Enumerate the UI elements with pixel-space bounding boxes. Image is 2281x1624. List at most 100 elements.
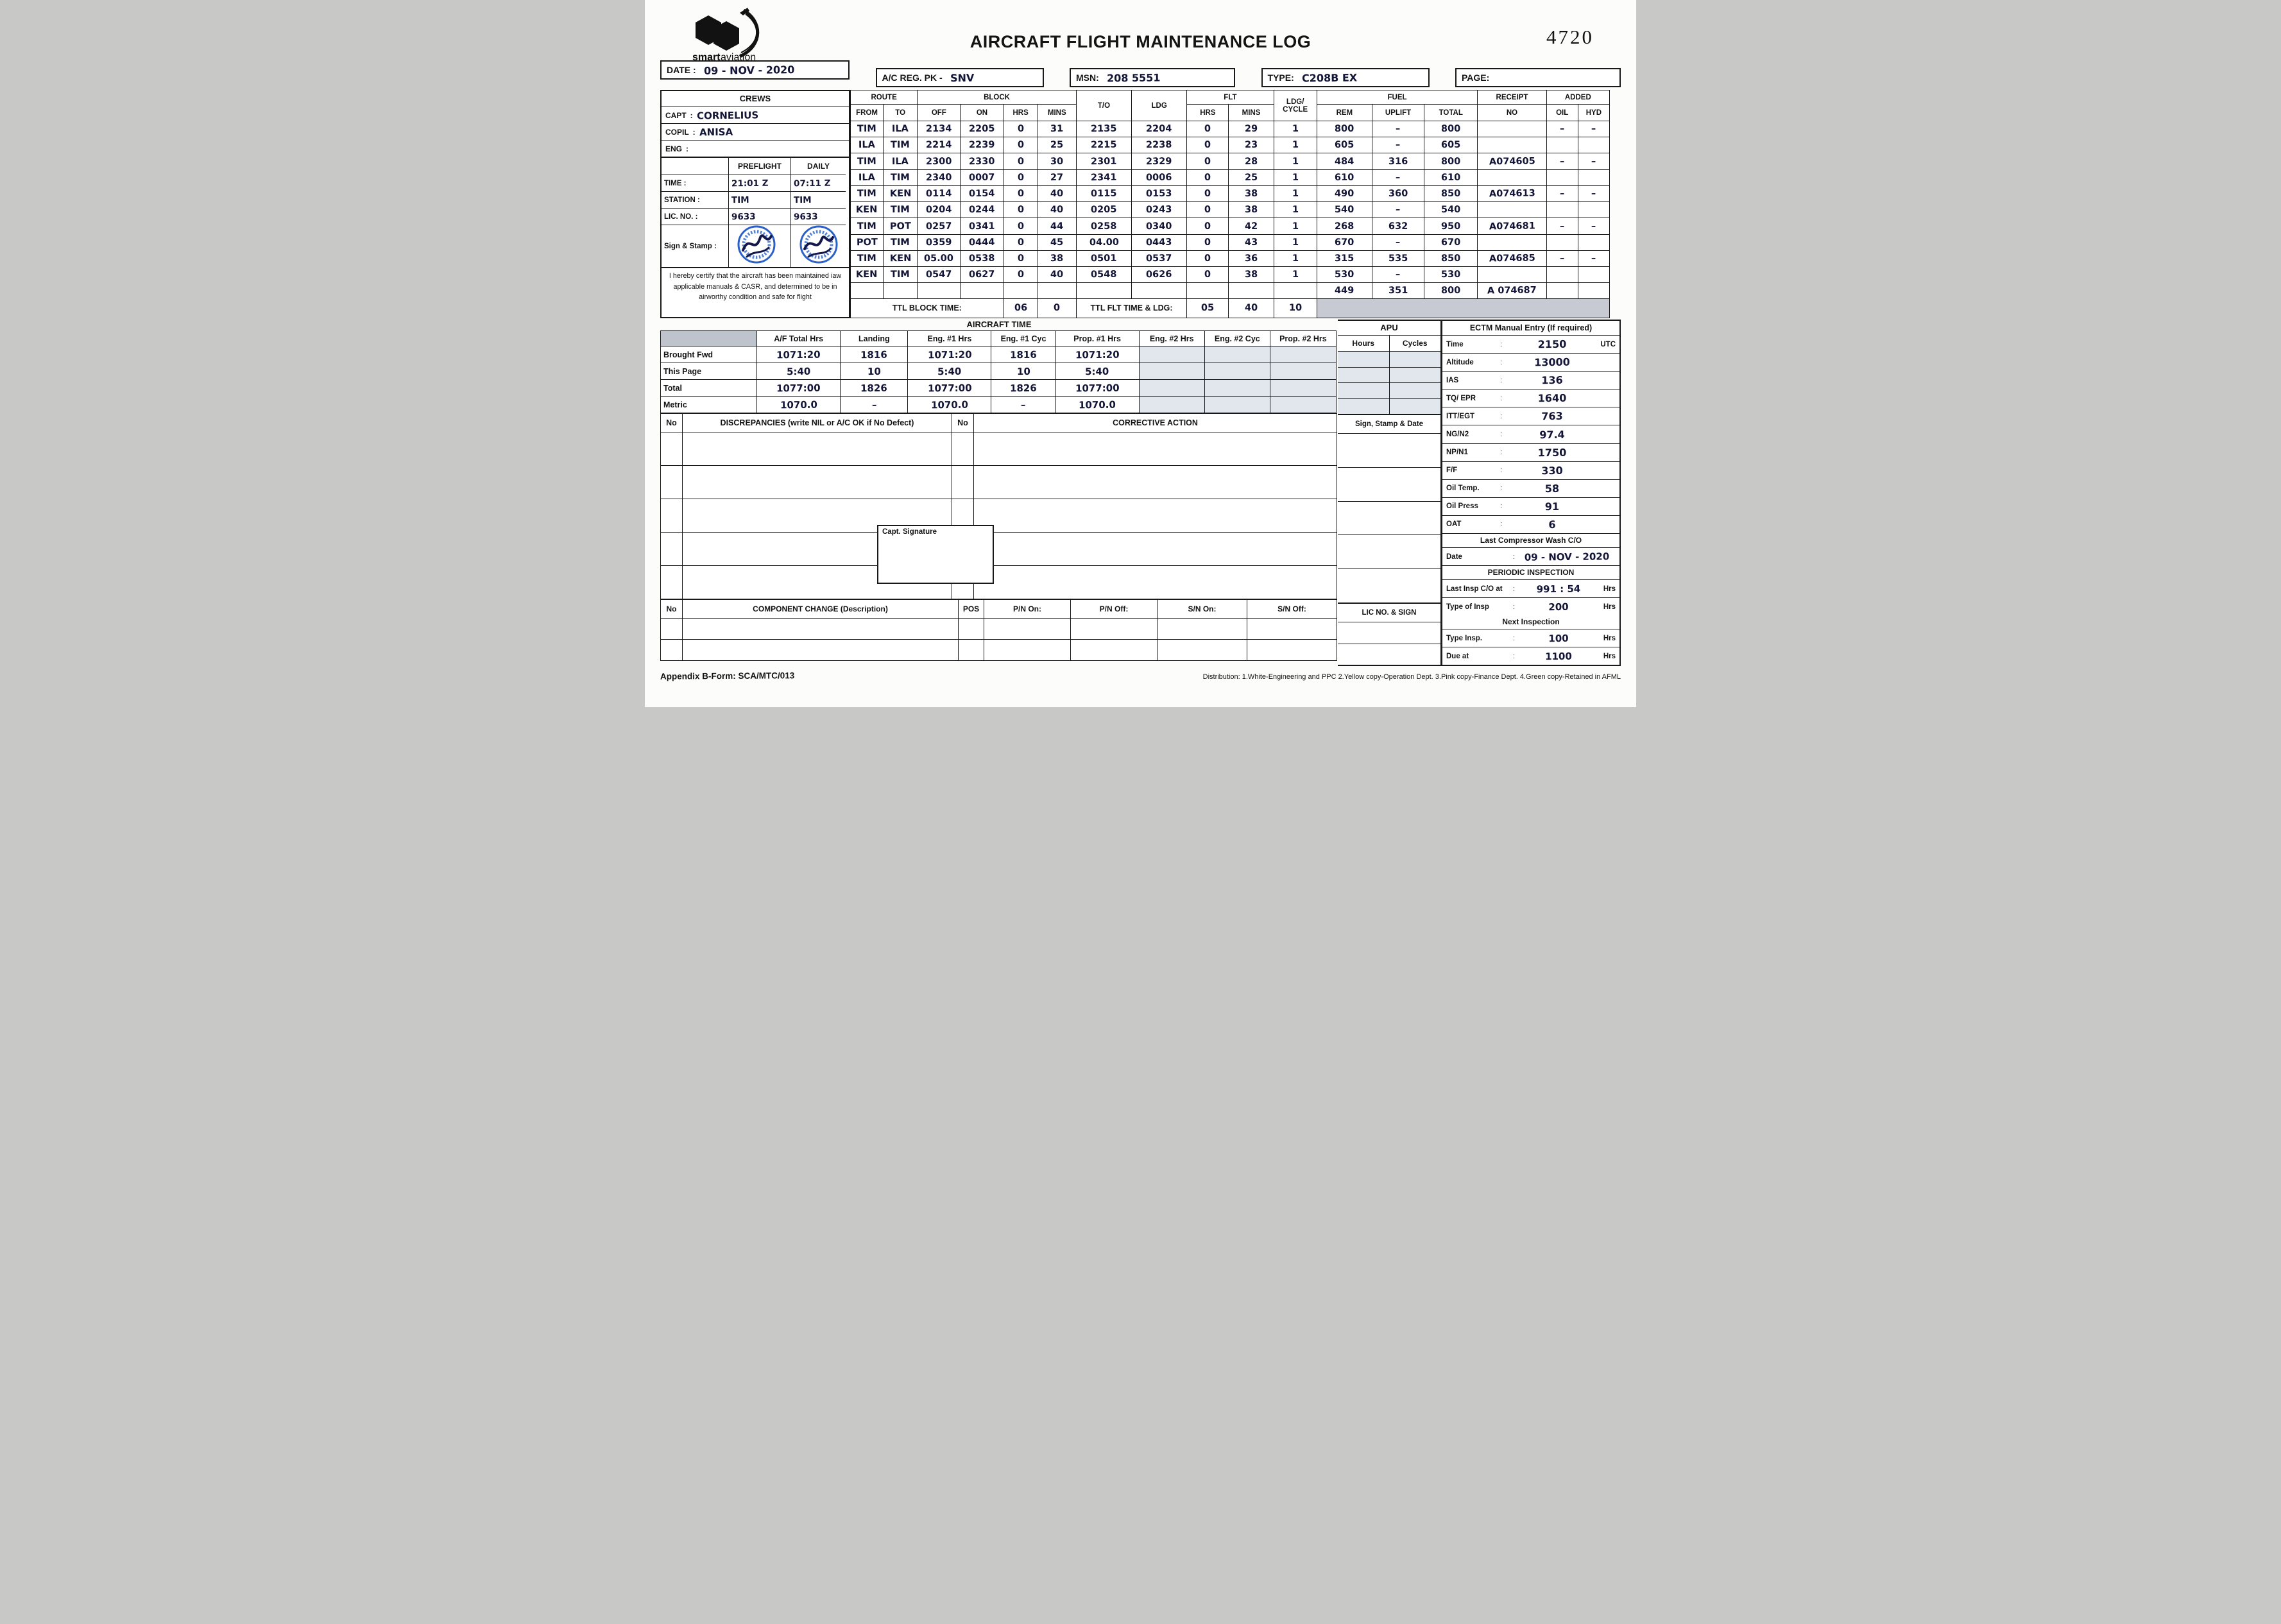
- apu-hours-cell: [1338, 352, 1389, 367]
- fuel-rem-header: REM: [1316, 104, 1372, 121]
- at-cell: [1138, 396, 1205, 413]
- inspection-row: Type of Insp: 200 Hrs: [1442, 598, 1619, 615]
- logo-mark-icon: smart aviation: [692, 8, 760, 63]
- flight-cell: [1546, 266, 1578, 284]
- page-title: AIRCRAFT FLIGHT MAINTENANCE LOG: [970, 32, 1311, 51]
- flight-cell: 800: [1316, 120, 1372, 138]
- block-mins-header: MINS: [1037, 104, 1077, 121]
- at-col-header: Prop. #1 Hrs: [1055, 330, 1140, 346]
- empty-cell: [958, 618, 984, 640]
- disc-no-header: No: [660, 413, 683, 432]
- empty-cell: [958, 639, 984, 661]
- flight-cell: 0114: [917, 185, 961, 203]
- flight-cell: 800: [1424, 120, 1478, 138]
- wash-date-value: 09 - NOV - 2020: [1524, 550, 1610, 563]
- at-cell: 1070.0: [907, 396, 992, 413]
- at-col-header: Prop. #2 Hrs: [1269, 330, 1337, 346]
- at-cell: [1204, 379, 1270, 397]
- ldg-cycle-header: LDG/ CYCLE: [1273, 90, 1317, 121]
- empty-cell: [660, 618, 683, 640]
- flight-cell: 0007: [960, 169, 1004, 186]
- discrepancies-section: No DISCREPANCIES (write NIL or A/C OK if…: [660, 413, 1338, 599]
- ectm-entry-row: F/F: 330: [1442, 462, 1619, 480]
- ectm-value: 330: [1541, 464, 1563, 477]
- flight-cell: 0204: [917, 201, 961, 219]
- component-change-table: No COMPONENT CHANGE (Description) POS P/…: [660, 599, 1337, 661]
- flight-cell: 0: [1186, 120, 1229, 138]
- flight-cell: 40: [1037, 201, 1077, 219]
- aircraft-time-table: A/F Total Hrs Landing Eng. #1 Hrs Eng. #1 C…: [660, 330, 1337, 413]
- flight-cell: 0341: [960, 218, 1004, 235]
- ttl-block-mins: 0: [1037, 298, 1077, 319]
- sn-on-header: S/N On:: [1157, 599, 1247, 619]
- comp-desc-header: COMPONENT CHANGE (Description): [682, 599, 959, 619]
- empty-cell: [883, 282, 918, 299]
- at-cell: 1826: [840, 379, 909, 397]
- colon: :: [1500, 466, 1503, 475]
- flight-cell: 31: [1037, 120, 1077, 138]
- flight-cell: 670: [1316, 234, 1372, 251]
- licno-label: LIC. NO. :: [662, 208, 728, 225]
- added-header: ADDED: [1546, 90, 1610, 105]
- added-hyd-header: HYD: [1577, 104, 1610, 121]
- type-field: TYPE: C208B EX: [1261, 68, 1430, 87]
- preflight-stamp-cell: [728, 225, 790, 267]
- totals-row: TTL BLOCK TIME: 06 0 TTL FLT TIME & LDG: 05 4…: [850, 298, 1610, 319]
- ectm-value: 91: [1544, 500, 1560, 513]
- flight-cell: ILA: [883, 153, 918, 170]
- flight-cell: [1546, 169, 1578, 186]
- empty-cell: [682, 432, 952, 466]
- at-row: Total 1077:00 1826 1077:00 1826 1077:00: [660, 379, 1337, 397]
- periodic-inspection-title: PERIODIC INSPECTION: [1442, 566, 1619, 580]
- flight-cell: 0153: [1131, 185, 1188, 203]
- inspection-label: Due at: [1446, 652, 1469, 660]
- at-cell: 1077:00: [907, 379, 992, 397]
- ectm-label: Time: [1446, 340, 1464, 348]
- flight-cell: 0: [1003, 137, 1038, 154]
- at-cell: –: [840, 396, 909, 413]
- at-col-header: Landing: [840, 330, 909, 346]
- at-row-label: Brought Fwd: [660, 346, 758, 363]
- flight-cell: 530: [1316, 266, 1372, 284]
- at-cell: 1816: [991, 346, 1056, 363]
- empty-cell: [1228, 282, 1274, 299]
- empty-cell: [1157, 618, 1247, 640]
- flight-cell: 0244: [960, 201, 1004, 219]
- empty-cell: [850, 282, 884, 299]
- flight-cell: [1546, 137, 1578, 154]
- flight-cell: 0548: [1075, 266, 1132, 284]
- wash-date-label: Date: [1446, 552, 1462, 561]
- flight-cell: 0: [1186, 250, 1229, 268]
- distribution-note: Distribution: 1.White-Engineering and PP…: [1202, 673, 1621, 681]
- next-inspection-title: Next Inspection: [1442, 615, 1619, 629]
- flight-cell: 30: [1037, 153, 1077, 170]
- flight-cell: TIM: [850, 250, 884, 268]
- ectm-label: NP/N1: [1446, 449, 1468, 457]
- discrepancy-row: [660, 532, 1337, 566]
- empty-cell: [952, 465, 974, 499]
- flight-cell: ILA: [850, 169, 884, 186]
- compressor-wash-title: Last Compressor Wash C/O: [1442, 534, 1619, 548]
- component-change-row: [660, 639, 1337, 661]
- ttl-flt-time-label: TTL FLT TIME & LDG:: [1075, 298, 1188, 319]
- at-row: This Page 5:40 10 5:40 10 5:40: [660, 363, 1337, 380]
- flight-cell: 05.00: [917, 250, 961, 268]
- discrepancy-row: [660, 465, 1337, 499]
- ectm-label: Oil Temp.: [1446, 484, 1480, 493]
- flight-cell: 0: [1003, 201, 1038, 219]
- receipt-no-header: NO: [1477, 104, 1547, 121]
- at-cell: 1070.0: [1055, 396, 1140, 413]
- plane-icon: [740, 8, 749, 15]
- inspection-value: 991 : 54: [1536, 583, 1581, 595]
- ectm-entry-row: NP/N1: 1750: [1442, 444, 1619, 462]
- flight-cell: 2340: [917, 169, 961, 186]
- at-cell: [1138, 379, 1205, 397]
- flight-cell: –: [1546, 120, 1578, 138]
- flight-cell: 44: [1037, 218, 1077, 235]
- colon: :: [1500, 358, 1503, 366]
- time-preflight: 21:01 Z: [728, 175, 790, 191]
- flight-cell: 0: [1003, 185, 1038, 203]
- flight-cell: TIM: [850, 120, 884, 138]
- discrepancies-table: No DISCREPANCIES (write NIL or A/C OK if…: [660, 413, 1337, 599]
- flight-cell: 850: [1424, 185, 1478, 203]
